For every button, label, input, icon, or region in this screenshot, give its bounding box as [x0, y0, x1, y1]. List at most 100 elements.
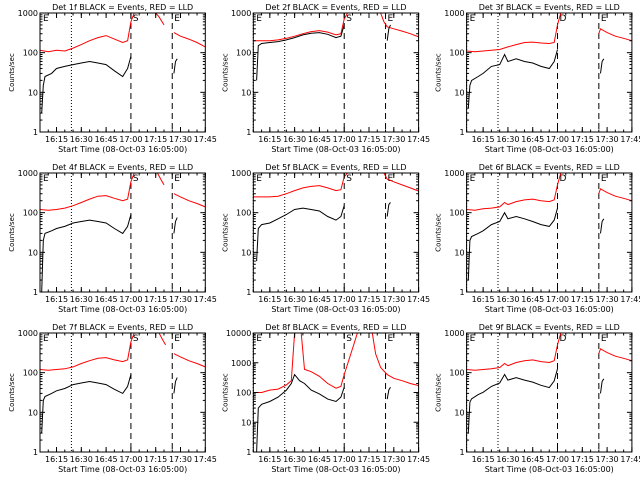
x-tick-label: 17:15 [144, 135, 167, 144]
y-tick-label: 1000 [231, 9, 251, 18]
marker-label: E [43, 334, 49, 344]
x-tick-label: 17:00 [119, 295, 142, 304]
events-series-line [41, 374, 132, 434]
x-tick-label: 17:30 [596, 295, 619, 304]
x-tick-label: 17:15 [571, 455, 594, 464]
y-tick-label: 10 [28, 88, 38, 97]
marker-label: D [560, 14, 567, 24]
x-tick-label: 17:45 [620, 295, 640, 304]
x-tick-label: 17:45 [407, 295, 430, 304]
y-axis-label: Counts/sec [8, 53, 16, 92]
y-axis-label: Counts/sec [8, 213, 16, 252]
panel-title: Det 1f BLACK = Events, RED = LLD [52, 3, 193, 12]
marker-label: E [256, 334, 262, 344]
y-tick-label: 1000 [18, 169, 38, 178]
lld-series-line [155, 13, 165, 26]
y-axis-label: Counts/sec [221, 213, 229, 252]
x-tick-label: 16:30 [70, 135, 93, 144]
y-tick-label: 1 [33, 448, 38, 457]
events-series-line [600, 58, 605, 74]
x-tick-label: 17:00 [546, 455, 569, 464]
marker-label: D [560, 334, 567, 344]
events-series-line [173, 217, 178, 234]
marker-label: E [174, 334, 180, 344]
panel-title: Det 2f BLACK = Events, RED = LLD [265, 3, 406, 12]
y-tick-label: 1000 [231, 359, 251, 368]
y-tick-label: 100 [236, 49, 251, 58]
marker-label: E [174, 14, 180, 24]
lld-series-line [380, 13, 419, 38]
marker-label: E [256, 174, 262, 184]
x-tick-label: 16:45 [95, 135, 118, 144]
plot-frame [252, 12, 420, 133]
x-tick-label: 16:45 [308, 295, 331, 304]
x-tick-label: 17:45 [407, 455, 430, 464]
marker-label: E [388, 14, 394, 24]
lld-series-line [40, 173, 135, 211]
marker-label: E [601, 174, 607, 184]
lld-series-line [40, 13, 135, 53]
panel-title: Det 4f BLACK = Events, RED = LLD [52, 163, 193, 172]
x-tick-label: 16:15 [472, 455, 495, 464]
lld-series-line [158, 333, 167, 346]
x-tick-label: 16:30 [496, 295, 519, 304]
x-tick-label: 17:00 [546, 295, 569, 304]
x-tick-label: 16:30 [283, 455, 306, 464]
marker-label: S [346, 174, 352, 184]
y-tick-label: 1000 [444, 9, 464, 18]
lld-series-line [300, 333, 358, 389]
y-tick-label: 100 [23, 369, 38, 378]
marker-label: E [470, 174, 476, 184]
y-tick-label: 1 [33, 128, 38, 137]
x-tick-label: 16:15 [472, 295, 495, 304]
y-tick-label: 1 [460, 448, 465, 457]
plot-frame [466, 12, 633, 133]
y-tick-label: 100 [449, 209, 464, 218]
events-series-line [386, 387, 391, 400]
y-tick-label: 1 [246, 448, 251, 457]
events-series-line [467, 49, 558, 109]
events-series-line [386, 24, 391, 41]
plot-frame [466, 332, 633, 453]
events-series-line [173, 58, 178, 74]
x-tick-label: 16:45 [521, 295, 544, 304]
panel-title: Det 7f BLACK = Events, RED = LLD [52, 323, 193, 332]
lld-series-line [173, 32, 206, 48]
x-axis-label: Start Time (08-Oct-03 16:05:00) [485, 305, 614, 314]
x-tick-label: 17:15 [357, 295, 380, 304]
y-axis-label: Counts/sec [8, 373, 16, 412]
y-axis-label: Counts/sec [435, 373, 443, 412]
y-tick-label: 100 [23, 49, 38, 58]
x-tick-label: 16:30 [283, 295, 306, 304]
x-tick-label: 16:15 [472, 135, 495, 144]
x-tick-label: 17:30 [382, 455, 405, 464]
marker-label: D [560, 174, 567, 184]
marker-label: E [470, 334, 476, 344]
lld-series-line [383, 173, 419, 192]
y-tick-label: 1 [460, 128, 465, 137]
x-axis-label: Start Time (08-Oct-03 16:05:00) [58, 145, 187, 154]
events-series-line [467, 207, 558, 281]
lld-series-line [466, 13, 562, 53]
y-tick-label: 1 [33, 288, 38, 297]
marker-label: E [256, 14, 262, 24]
x-tick-label: 17:45 [194, 135, 217, 144]
x-axis-label: Start Time (08-Oct-03 16:05:00) [271, 305, 400, 314]
lld-series-line [466, 333, 562, 371]
y-tick-label: 1000 [231, 169, 251, 178]
y-tick-label: 10 [28, 248, 38, 257]
plot-frame [39, 332, 206, 453]
x-tick-label: 16:45 [308, 135, 331, 144]
lld-series-line [173, 193, 206, 208]
x-tick-label: 17:00 [333, 135, 356, 144]
x-tick-label: 16:15 [258, 295, 281, 304]
y-tick-label: 10000 [226, 329, 251, 338]
marker-label: E [470, 14, 476, 24]
y-tick-label: 10 [241, 418, 251, 427]
x-tick-label: 17:45 [620, 135, 640, 144]
x-tick-label: 16:45 [95, 295, 118, 304]
